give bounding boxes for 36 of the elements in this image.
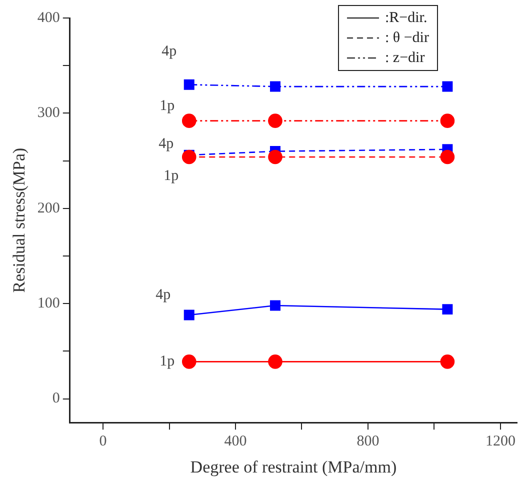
point — [442, 304, 453, 315]
annotation: 1p — [160, 98, 175, 114]
point — [270, 300, 280, 311]
x-tick-label: 1200 — [485, 434, 516, 450]
x-tick-label: 400 — [224, 434, 247, 450]
point — [442, 81, 453, 92]
y-tick-label: 200 — [37, 200, 60, 216]
point — [440, 150, 455, 164]
annotation: 4p — [162, 44, 177, 60]
y-tick-label: 300 — [37, 105, 60, 122]
point — [268, 150, 282, 164]
annotation: :R−dir. — [385, 10, 428, 26]
point — [184, 79, 194, 90]
point — [184, 310, 194, 320]
point — [270, 81, 280, 92]
y-tick-label: 0 — [52, 390, 60, 407]
y-tick-label: 400 — [37, 10, 60, 26]
annotation: 1p — [160, 354, 175, 370]
annotation: 4p — [158, 136, 174, 152]
x-tick-label: 800 — [356, 434, 380, 450]
point — [440, 114, 455, 128]
annotation: 4p — [156, 286, 171, 303]
point — [182, 114, 196, 128]
x-axis-title: Degree of restraint (MPa/mm) — [190, 457, 397, 476]
y-axis-title: Residual stress(MPa) — [10, 148, 29, 293]
y-tick-label: 100 — [37, 296, 60, 312]
point — [182, 150, 196, 164]
annotation: 1p — [164, 168, 179, 184]
x-tick-label: 0 — [99, 434, 107, 450]
point — [182, 354, 196, 369]
annotation: : θ −dir — [385, 30, 429, 46]
key-box: :R−dir. : θ −dir : z−dir — [338, 5, 438, 71]
annotation: : z−dir — [385, 50, 425, 66]
point — [268, 354, 282, 369]
point — [440, 354, 455, 369]
point — [268, 114, 282, 128]
